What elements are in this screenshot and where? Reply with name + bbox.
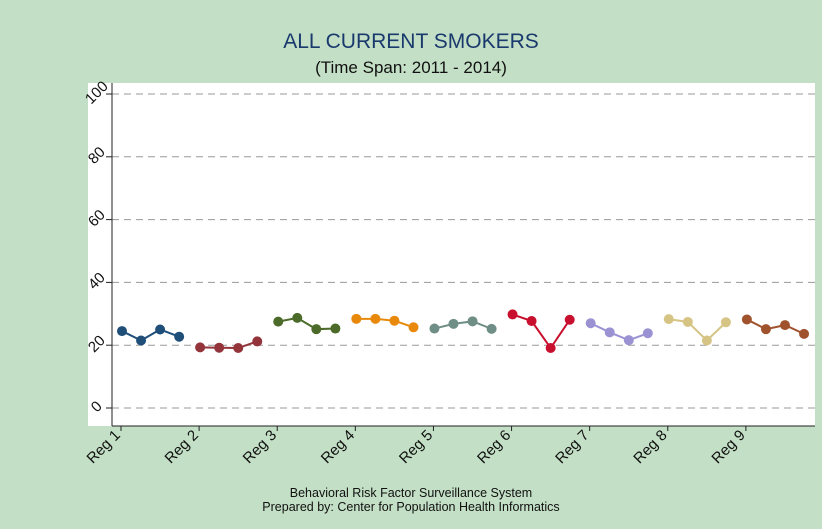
- data-point: [273, 316, 284, 327]
- data-point: [604, 327, 615, 338]
- x-tick-label: Reg 8: [630, 427, 670, 467]
- data-point: [311, 324, 322, 335]
- series-reg-1: [117, 324, 185, 346]
- data-point: [214, 342, 225, 353]
- data-point: [136, 335, 147, 346]
- data-point: [448, 318, 459, 329]
- data-point: [429, 323, 440, 334]
- data-point: [233, 343, 244, 354]
- series-reg-6: [507, 309, 575, 354]
- series-line: [356, 317, 414, 329]
- data-point: [486, 323, 497, 334]
- data-point: [370, 313, 381, 324]
- data-point: [117, 326, 127, 337]
- data-point: [330, 323, 341, 334]
- data-point: [155, 324, 166, 335]
- series-line: [668, 318, 727, 342]
- x-tick-label: Reg 4: [318, 427, 358, 467]
- series-line: [746, 318, 805, 335]
- data-point: [252, 336, 263, 347]
- data-point: [467, 316, 478, 327]
- data-point: [526, 316, 537, 327]
- data-point: [682, 316, 693, 327]
- series-layer: [117, 309, 810, 354]
- data-point: [760, 324, 771, 335]
- series-reg-5: [429, 316, 497, 334]
- data-point: [585, 318, 596, 329]
- data-point: [564, 314, 575, 325]
- series-reg-7: [585, 318, 653, 346]
- x-tick-label: Reg 2: [162, 427, 202, 467]
- series-line: [278, 316, 336, 331]
- series-reg-9: [741, 314, 810, 339]
- data-point: [741, 314, 752, 325]
- data-point: [545, 343, 556, 354]
- data-point: [174, 331, 185, 342]
- x-axis-ticks: Reg 1 Reg 2 Reg 3 Reg 4 Reg 5 Reg 6 Reg 7 Reg 8…: [84, 426, 749, 467]
- data-point: [292, 312, 303, 323]
- data-point: [195, 342, 206, 353]
- data-point: [389, 315, 400, 326]
- series-line: [121, 328, 180, 342]
- footer-prepared-by: Prepared by: Center for Population Healt…: [262, 500, 560, 514]
- series-line: [512, 313, 571, 350]
- data-point: [642, 328, 653, 339]
- series-reg-2: [195, 336, 263, 354]
- plot-area: [88, 83, 815, 426]
- series-line: [200, 340, 258, 350]
- x-tick-label: Reg 6: [474, 427, 514, 467]
- series-line: [434, 320, 492, 330]
- x-tick-label: Reg 7: [552, 427, 592, 467]
- data-point: [663, 314, 674, 325]
- grid-lines: [112, 93, 815, 409]
- chart-subtitle: (Time Span: 2011 - 2014): [315, 58, 507, 77]
- data-point: [799, 328, 810, 339]
- series-reg-4: [351, 313, 419, 333]
- data-point: [779, 320, 790, 331]
- data-point: [623, 335, 634, 346]
- series-reg-3: [273, 312, 341, 335]
- x-tick-label: Reg 9: [708, 427, 748, 467]
- chart-title: ALL CURRENT SMOKERS: [283, 30, 539, 53]
- data-point: [408, 322, 419, 333]
- x-tick-label: Reg 3: [240, 427, 280, 467]
- data-point: [351, 313, 362, 324]
- footer-source: Behavioral Risk Factor Surveillance Syst…: [289, 486, 533, 500]
- x-tick-label: Reg 1: [84, 427, 124, 467]
- x-tick-label: Reg 5: [396, 427, 436, 467]
- series-line: [590, 322, 649, 342]
- series-reg-8: [663, 314, 731, 346]
- data-point: [720, 317, 731, 328]
- data-point: [507, 309, 518, 320]
- data-point: [701, 335, 712, 346]
